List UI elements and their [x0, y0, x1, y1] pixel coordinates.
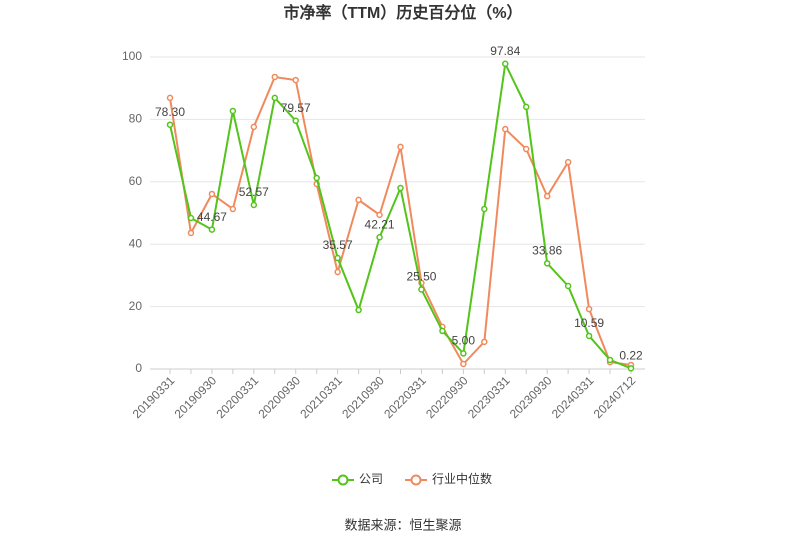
data-point [606, 356, 614, 364]
x-tick-label: 20210930 [339, 373, 387, 421]
data-point [250, 201, 258, 209]
data-point [543, 260, 551, 267]
data-point [397, 184, 404, 192]
x-tick-label: 20200331 [214, 373, 262, 421]
x-tick-label: 20240712 [591, 373, 639, 421]
x-tick-label: 20190331 [130, 373, 178, 421]
data-point [334, 268, 341, 276]
x-tick-label: 20230331 [465, 373, 513, 421]
data-label: 97.84 [490, 44, 520, 58]
data-label: 5.00 [452, 334, 476, 348]
legend-item[interactable]: 行业中位数 [405, 471, 492, 486]
data-point [460, 360, 467, 368]
data-point [187, 214, 195, 222]
data-point [439, 327, 446, 335]
legend-item[interactable]: 公司 [332, 472, 383, 486]
series-line [169, 60, 632, 370]
y-tick-label: 100 [122, 49, 142, 63]
x-tick-label: 20190930 [172, 373, 220, 421]
data-point [355, 196, 362, 204]
data-label: 44.67 [197, 210, 227, 224]
y-tick-label: 60 [129, 174, 143, 188]
data-point [292, 76, 299, 84]
data-point [271, 94, 279, 102]
data-point [208, 226, 216, 233]
data-point [585, 332, 593, 340]
data-point [229, 107, 237, 115]
data-label: 78.30 [155, 105, 185, 119]
data-point [313, 174, 320, 182]
data-point [564, 158, 572, 166]
y-tick-label: 40 [129, 236, 143, 250]
data-point [376, 234, 383, 241]
data-label: 42.21 [365, 217, 395, 231]
data-label: 79.57 [281, 101, 311, 115]
data-point [334, 254, 341, 262]
source-note: 数据来源：恒生聚源 [344, 517, 461, 532]
data-point [564, 282, 572, 290]
data-point [585, 305, 593, 313]
data-point [271, 73, 279, 81]
data-point [481, 338, 488, 346]
legend-marker [337, 474, 349, 486]
data-point [543, 192, 551, 200]
x-tick-label: 20210331 [297, 373, 345, 421]
y-tick-label: 0 [135, 361, 142, 375]
data-point [208, 190, 216, 198]
data-point [376, 211, 383, 219]
x-tick-label: 20240331 [549, 373, 597, 421]
data-point [522, 145, 530, 153]
data-point [292, 117, 299, 124]
data-point [502, 125, 509, 133]
x-tick-label: 20230930 [507, 373, 555, 421]
data-point [355, 306, 362, 314]
data-point [250, 123, 258, 131]
data-point [502, 60, 509, 67]
y-tick-label: 80 [129, 112, 143, 126]
data-point [166, 94, 174, 102]
data-point [522, 103, 530, 111]
data-label: 0.22 [619, 348, 643, 362]
data-point [229, 205, 237, 213]
data-point [187, 229, 195, 237]
x-tick-label: 20220930 [423, 373, 471, 421]
data-label: 52.57 [239, 185, 269, 199]
legend-marker [410, 474, 422, 486]
x-tick-label: 20200930 [255, 373, 303, 421]
chart-title: 市净率（TTM）历史百分位（%） [283, 3, 522, 22]
legend-label: 行业中位数 [432, 471, 492, 486]
data-label: 25.50 [406, 270, 436, 284]
data-point [418, 286, 425, 293]
data-point [397, 143, 404, 151]
data-point [627, 365, 635, 372]
legend-label: 公司 [359, 472, 383, 486]
data-label: 33.86 [532, 244, 562, 258]
data-point [460, 350, 467, 357]
data-point [166, 121, 174, 128]
x-tick-label: 20220331 [381, 373, 429, 421]
data-label: 10.59 [574, 316, 604, 330]
y-tick-label: 20 [129, 299, 143, 313]
data-point [481, 205, 488, 213]
series-line [169, 75, 632, 366]
data-label: 35.57 [323, 238, 353, 252]
